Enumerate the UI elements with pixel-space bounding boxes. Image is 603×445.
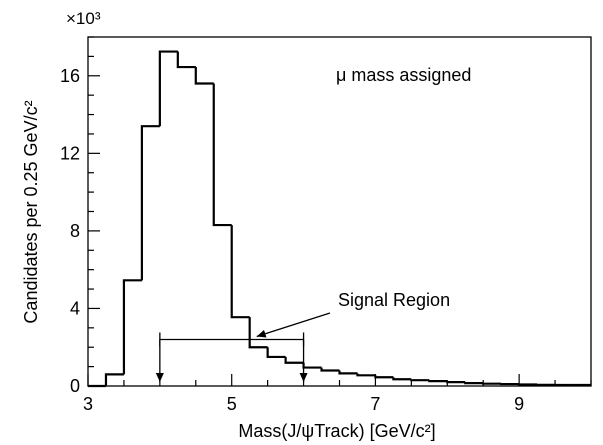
- y-multiplier-label: ×10³: [66, 9, 101, 28]
- histogram-bin: [302, 362, 322, 369]
- x-tick-label: 3: [83, 394, 93, 414]
- histogram-bin: [392, 377, 412, 381]
- histogram-series: [88, 50, 591, 388]
- y-tick-label: 8: [70, 221, 80, 241]
- histogram-bin: [464, 381, 484, 385]
- histogram-bin: [140, 125, 160, 281]
- axes: 3 5 7 9 0 4 8 12 16: [60, 36, 592, 414]
- histogram-bin: [266, 347, 286, 359]
- signal-region-pointer-arrow: [256, 312, 331, 338]
- x-tick-label: 9: [514, 394, 524, 414]
- x-tick-label: 7: [370, 394, 380, 414]
- histogram-bin: [338, 370, 358, 375]
- histogram-bin: [104, 373, 124, 386]
- y-tick-label: 4: [70, 298, 80, 318]
- y-tick-label: 16: [60, 66, 80, 86]
- y-tick-label: 0: [70, 376, 80, 396]
- annotations: [155, 312, 331, 382]
- histogram-bin: [482, 382, 502, 385]
- histogram-bin: [176, 51, 196, 69]
- histogram-bin: [356, 373, 376, 377]
- y-axis-label: Candidates per 0.25 GeV/c²: [21, 100, 41, 323]
- x-tick-label: 5: [227, 394, 237, 414]
- histogram-bin: [122, 279, 142, 375]
- legend-text: μ mass assigned: [336, 65, 471, 85]
- histogram-bin: [410, 379, 430, 382]
- histogram-bin: [230, 225, 250, 319]
- histogram-bin: [428, 380, 448, 383]
- histogram-bin: [446, 381, 466, 384]
- plot-frame: [87, 36, 592, 387]
- x-axis-label: Mass(J/ψTrack) [GeV/c²]: [238, 421, 435, 441]
- y-tick-label: 12: [60, 143, 80, 163]
- histogram-bin: [374, 375, 394, 379]
- histogram-bin: [194, 67, 214, 85]
- histogram-bin: [284, 356, 304, 364]
- histogram-bin: [212, 83, 232, 227]
- histogram-bin: [248, 317, 268, 349]
- signal-region-label: Signal Region: [338, 290, 450, 310]
- histogram-bin: [320, 367, 340, 372]
- histogram-bin: [158, 50, 178, 127]
